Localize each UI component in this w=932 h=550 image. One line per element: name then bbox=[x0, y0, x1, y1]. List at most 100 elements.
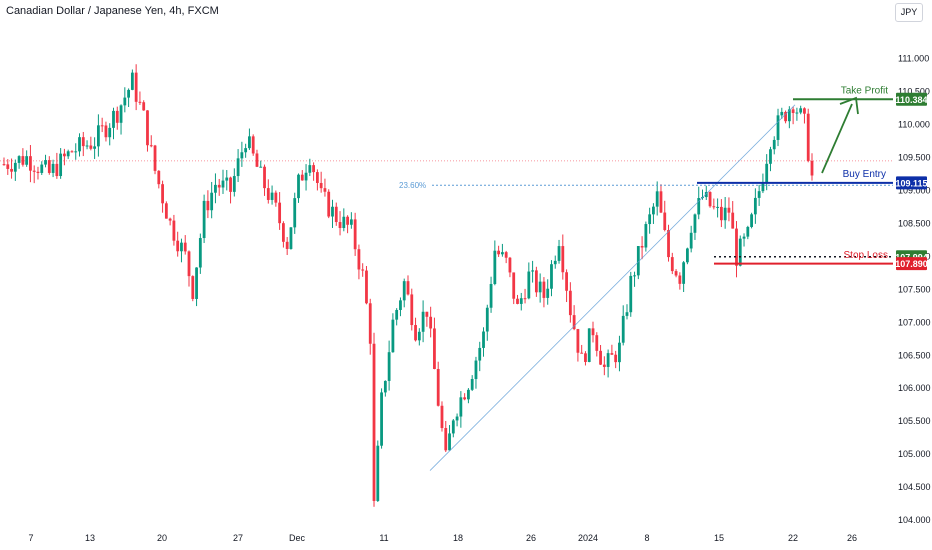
candle-body bbox=[13, 162, 17, 172]
candle-body bbox=[153, 145, 157, 171]
candle-body bbox=[440, 405, 444, 429]
candle-body bbox=[123, 97, 127, 106]
candle-body bbox=[417, 331, 421, 341]
candle-body bbox=[17, 156, 21, 163]
candle-body bbox=[580, 352, 584, 354]
buy-entry-price-tag: 109.115 bbox=[895, 178, 927, 188]
candle-body bbox=[300, 174, 304, 181]
candle-body bbox=[591, 328, 595, 336]
candle-body bbox=[489, 284, 493, 308]
take-profit-price-tag-bg bbox=[896, 92, 927, 106]
candle-body bbox=[640, 246, 644, 248]
candle-body bbox=[161, 184, 164, 204]
stop-loss-price-tag-bg bbox=[896, 257, 927, 271]
candle-body bbox=[89, 145, 93, 149]
candle-body bbox=[225, 177, 229, 181]
candle-body bbox=[689, 232, 693, 249]
candle-body bbox=[327, 191, 331, 217]
y-tick-label: 107.500 bbox=[898, 284, 931, 294]
candle-body bbox=[516, 298, 519, 304]
candle-body bbox=[531, 270, 534, 272]
candle-body bbox=[134, 72, 138, 102]
y-tick-label: 108.500 bbox=[898, 218, 931, 228]
candle-body bbox=[719, 206, 723, 221]
candle-body bbox=[648, 214, 652, 225]
candle-body bbox=[285, 241, 289, 249]
candle-body bbox=[146, 110, 149, 146]
candle-body bbox=[693, 214, 697, 233]
candle-body bbox=[255, 153, 259, 167]
candle-body bbox=[308, 165, 312, 173]
candle-body bbox=[587, 328, 591, 362]
candle-body bbox=[172, 220, 176, 241]
candle-body bbox=[315, 172, 319, 183]
candle-body bbox=[769, 149, 772, 164]
candle-body bbox=[6, 164, 10, 169]
candle-body bbox=[614, 354, 618, 363]
candle-body bbox=[686, 248, 689, 263]
candle-body bbox=[625, 312, 629, 316]
candle-body bbox=[180, 242, 183, 252]
candle-body bbox=[787, 109, 791, 122]
candle-body bbox=[674, 271, 678, 276]
candle-body bbox=[803, 108, 806, 114]
candle-body bbox=[248, 136, 251, 149]
candle-body bbox=[534, 270, 538, 293]
axes: 104.000 104.500 105.000 105.500 106.000 106.5… bbox=[28, 54, 930, 543]
candle-body bbox=[78, 137, 81, 152]
candle-body bbox=[266, 188, 270, 200]
candle-body bbox=[602, 364, 606, 367]
candle-body bbox=[96, 125, 100, 147]
candle-body bbox=[251, 136, 255, 154]
candle-body bbox=[85, 145, 89, 147]
candle-body bbox=[655, 191, 659, 207]
candle-body bbox=[421, 311, 425, 332]
candle-body bbox=[512, 272, 516, 299]
y-tick-label: 105.000 bbox=[898, 449, 931, 459]
candle-body bbox=[395, 309, 399, 320]
candle-body bbox=[312, 165, 316, 173]
candle-body bbox=[338, 222, 342, 229]
candle-body bbox=[353, 219, 357, 250]
stop-loss-price-tag: 107.890 bbox=[895, 259, 928, 269]
candle-body bbox=[282, 223, 285, 242]
candle-body bbox=[376, 445, 380, 501]
candle-body bbox=[93, 146, 97, 149]
currency-button[interactable]: JPY bbox=[895, 3, 923, 22]
candle-body bbox=[527, 271, 531, 299]
y-tick-label: 110.000 bbox=[898, 120, 930, 130]
candle-body bbox=[240, 152, 244, 159]
candle-body bbox=[278, 202, 282, 224]
candle-body bbox=[349, 219, 353, 225]
candle-body bbox=[795, 112, 799, 114]
candle-body bbox=[459, 397, 463, 417]
candle-body bbox=[429, 316, 433, 329]
candle-body bbox=[557, 246, 561, 261]
candle-body bbox=[550, 264, 553, 289]
candle-body bbox=[735, 228, 738, 266]
candle-body bbox=[66, 151, 70, 157]
candle-body bbox=[232, 176, 236, 192]
candle-body bbox=[29, 156, 32, 171]
candle-body bbox=[784, 111, 787, 122]
candle-body bbox=[342, 216, 346, 229]
y-tick-label: 109.500 bbox=[898, 153, 931, 163]
candle-body bbox=[387, 352, 391, 381]
candle-body bbox=[497, 250, 501, 255]
candle-body bbox=[670, 257, 674, 272]
candles bbox=[2, 64, 814, 507]
y-tick-label: 110.500 bbox=[898, 87, 930, 97]
candle-body bbox=[289, 227, 293, 249]
candle-body bbox=[357, 249, 361, 270]
target-arrow-head bbox=[839, 96, 859, 115]
candle-body bbox=[319, 182, 323, 189]
candle-body bbox=[263, 166, 266, 189]
candle-body bbox=[474, 360, 478, 380]
candle-body bbox=[304, 172, 308, 181]
candle-body bbox=[584, 353, 587, 362]
candle-body bbox=[546, 288, 550, 298]
candle-body bbox=[606, 353, 610, 367]
candle-body bbox=[187, 251, 191, 277]
candle-body bbox=[791, 109, 795, 113]
